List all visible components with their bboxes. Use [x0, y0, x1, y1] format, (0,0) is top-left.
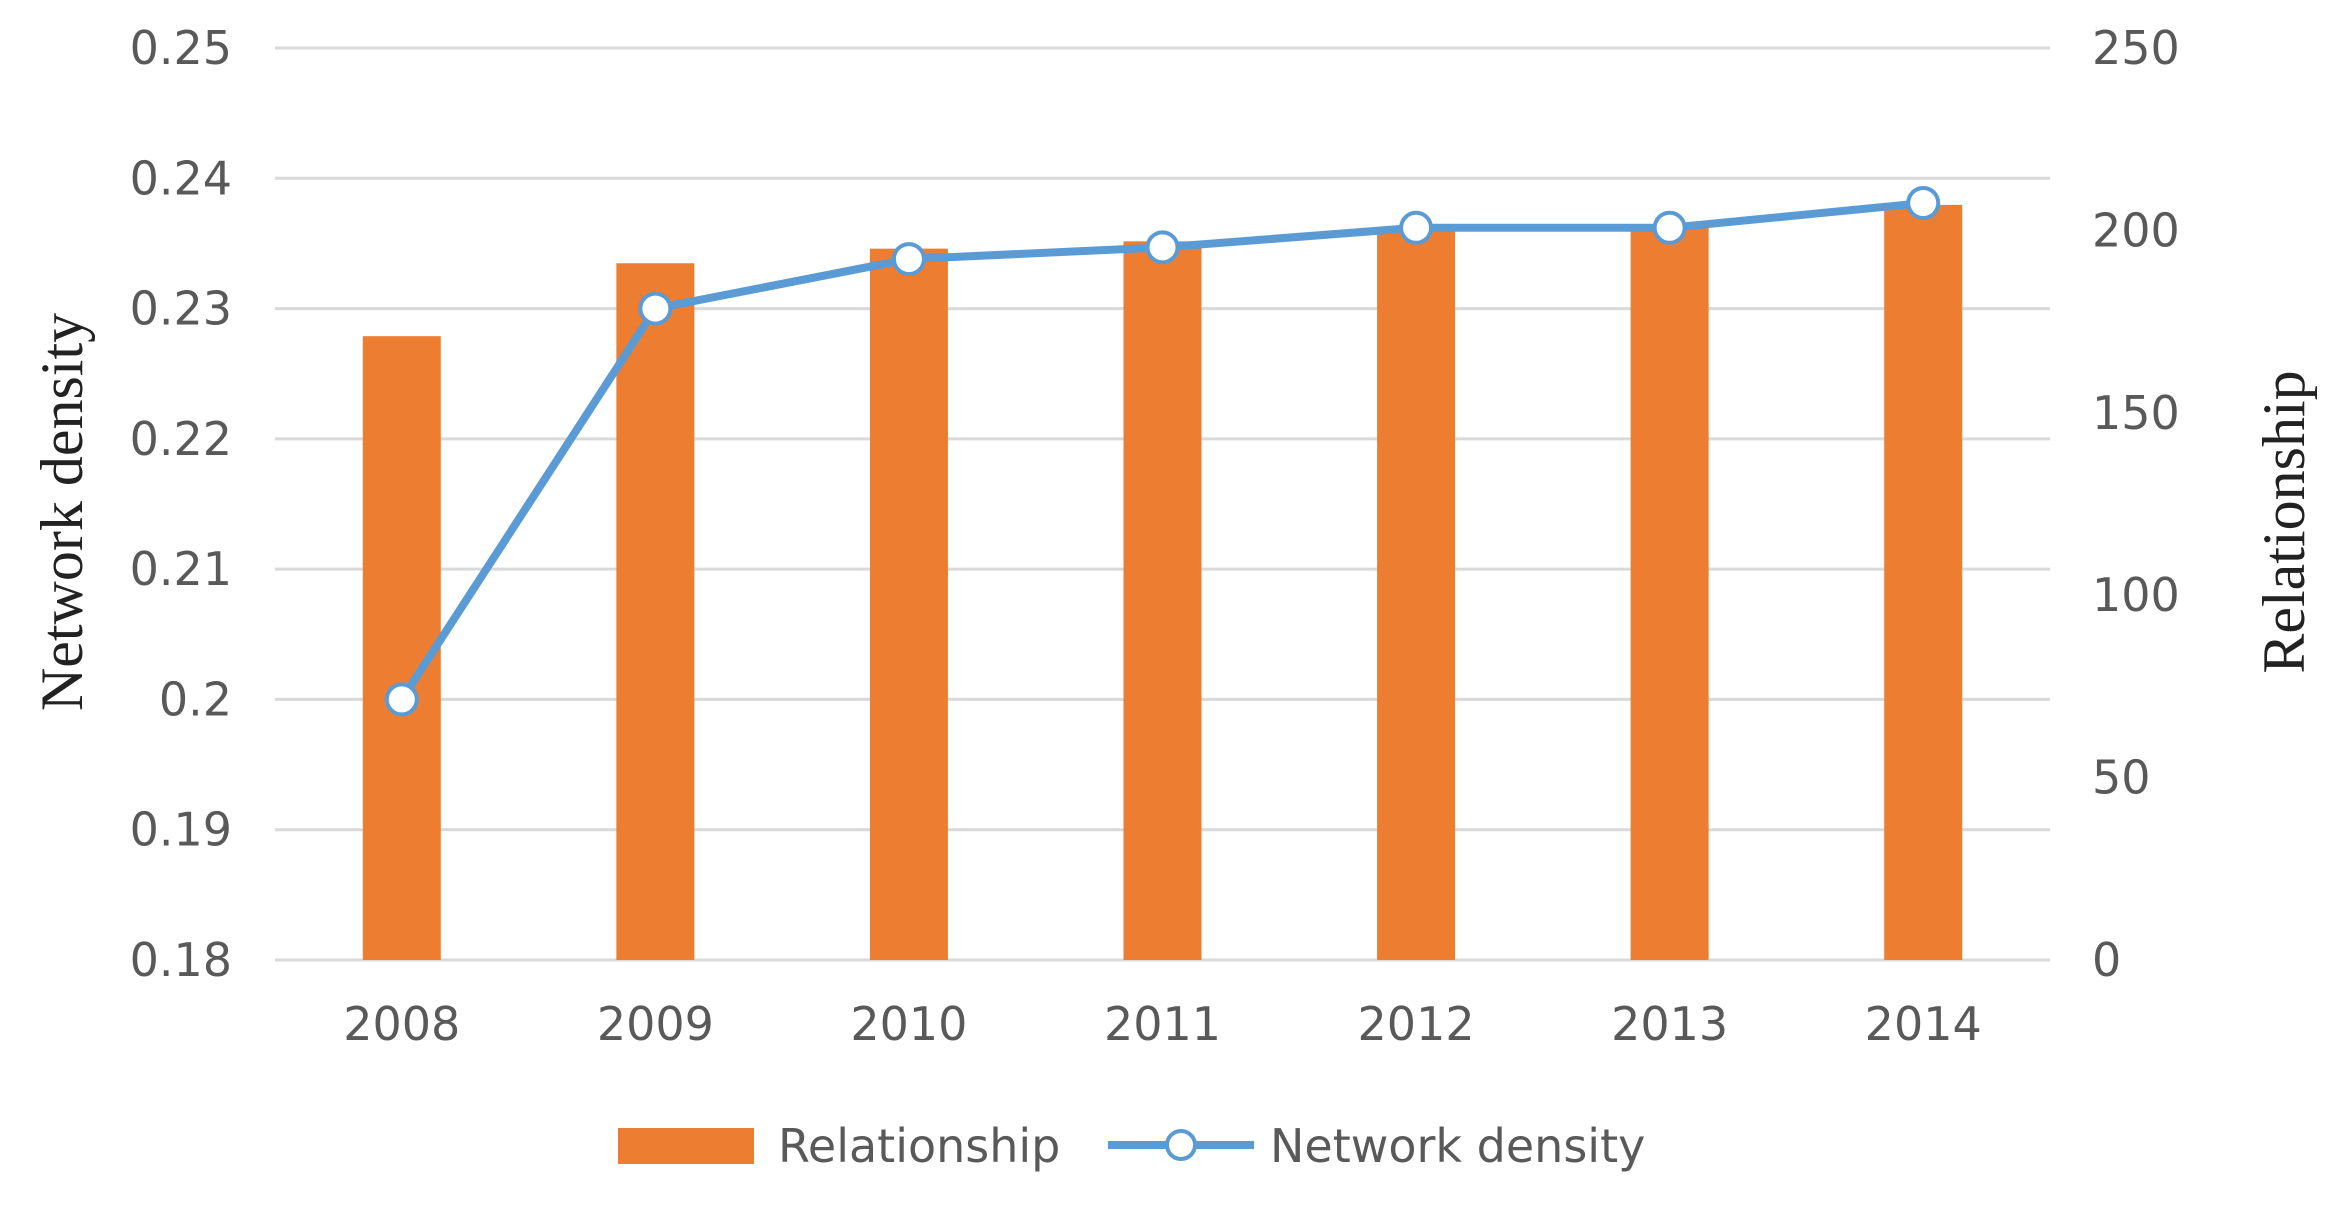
left-axis-ticks: 0.18 0.19 0.2 0.21 0.22 0.23 0.24 0.25: [130, 21, 232, 987]
left-tick-label: 0.22: [130, 412, 232, 466]
left-tick-label: 0.23: [130, 282, 232, 336]
left-tick-label: 0.19: [130, 803, 232, 857]
density-point: [891, 242, 926, 277]
legend-relationship-swatch: [618, 1128, 754, 1164]
density-point: [1145, 230, 1180, 265]
bar: [1884, 204, 1963, 960]
x-tick-label: 2014: [1865, 997, 1982, 1051]
bar: [1630, 226, 1709, 960]
legend-density-label: Network density: [1270, 1119, 1645, 1173]
bar: [616, 263, 695, 960]
density-point: [384, 682, 419, 717]
x-tick-label: 2010: [850, 997, 967, 1051]
relationship-bars: [362, 204, 1963, 960]
left-axis-title: Network density: [29, 313, 95, 711]
left-tick-label: 0.21: [130, 542, 232, 596]
legend-density-marker: [1165, 1129, 1197, 1161]
legend-relationship-label: Relationship: [778, 1119, 1060, 1173]
x-tick-label: 2008: [343, 997, 460, 1051]
bar: [1377, 230, 1456, 960]
density-point: [1906, 186, 1941, 221]
left-tick-label: 0.24: [130, 151, 232, 205]
x-tick-label: 2011: [1104, 997, 1221, 1051]
right-tick-label: 100: [2092, 568, 2180, 622]
bar: [869, 248, 948, 960]
legend: Relationship Network density: [618, 1119, 1645, 1173]
right-tick-label: 0: [2092, 933, 2121, 987]
bar: [362, 336, 441, 960]
right-axis-title: Relationship: [2251, 370, 2317, 673]
right-tick-label: 200: [2092, 203, 2180, 257]
x-axis-ticks: 2008 2009 2010 2011 2012 2013 2014: [343, 997, 1982, 1051]
density-point: [638, 291, 673, 326]
network-density-line: [384, 186, 1941, 717]
left-tick-label: 0.25: [130, 21, 232, 75]
density-point: [1399, 210, 1434, 245]
right-tick-label: 50: [2092, 751, 2151, 805]
right-tick-label: 250: [2092, 21, 2180, 75]
left-tick-label: 0.2: [159, 672, 232, 726]
x-tick-label: 2012: [1358, 997, 1475, 1051]
left-tick-label: 0.18: [130, 933, 232, 987]
right-tick-label: 150: [2092, 386, 2180, 440]
density-point: [1652, 210, 1687, 245]
x-tick-label: 2009: [597, 997, 714, 1051]
x-tick-label: 2013: [1611, 997, 1728, 1051]
bar: [1123, 241, 1202, 960]
right-axis-ticks: 0 50 100 150 200 250: [2092, 21, 2180, 987]
